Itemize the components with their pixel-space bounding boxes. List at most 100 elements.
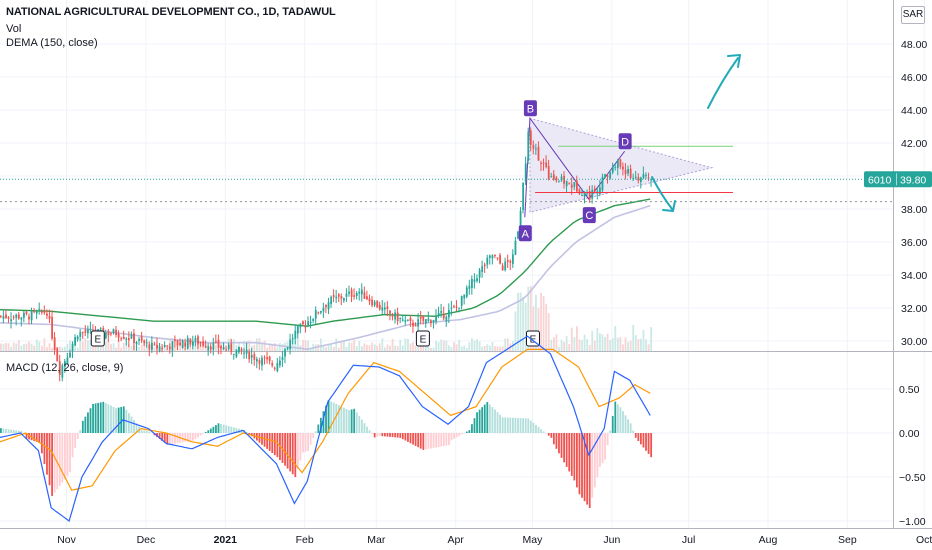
- volume-bar: [576, 326, 578, 351]
- candle-body: [576, 180, 578, 192]
- macd-histogram-bar: [450, 433, 453, 441]
- macd-histogram-bar: [212, 426, 215, 433]
- candle-body: [217, 339, 220, 348]
- candle-body: [248, 351, 251, 360]
- macd-histogram-bar: [499, 414, 501, 433]
- candle-body: [478, 269, 481, 278]
- volume-bar: [84, 338, 87, 351]
- volume-bar: [61, 347, 64, 351]
- candle-body: [81, 332, 84, 334]
- macd-histogram-bar: [71, 433, 74, 458]
- macd-histogram-bar: [302, 433, 304, 453]
- macd-tick-label: −0.50: [899, 472, 926, 484]
- candle-body: [325, 304, 327, 308]
- volume-bar: [540, 292, 542, 351]
- macd-histogram-bar: [616, 404, 619, 433]
- candle-body: [307, 321, 309, 327]
- volume-bar: [307, 340, 309, 351]
- candle-body: [266, 357, 269, 360]
- volume-bar: [281, 343, 284, 351]
- candle-body: [401, 319, 404, 321]
- candle-body: [58, 361, 61, 376]
- macd-line: [0, 335, 651, 523]
- signal-line: [0, 348, 651, 491]
- macd-histogram-bar: [424, 433, 427, 450]
- candle-body: [440, 310, 443, 314]
- candle-body: [110, 333, 112, 335]
- candle-body: [296, 326, 299, 334]
- candle-body: [74, 336, 77, 346]
- macd-histogram-bar: [51, 433, 53, 496]
- macd-histogram-bar: [396, 433, 399, 438]
- volume-bar: [542, 295, 545, 351]
- volume-bar: [363, 343, 366, 351]
- macd-histogram-bar: [286, 433, 289, 469]
- volume-bar: [189, 346, 192, 351]
- volume-bar: [97, 343, 100, 351]
- volume-bar: [453, 342, 455, 351]
- volume-bar: [99, 346, 102, 351]
- candle-body: [330, 296, 333, 305]
- macd-histogram-bar: [601, 433, 604, 464]
- time-tick-label: Nov: [57, 534, 76, 546]
- candle-body: [314, 310, 317, 319]
- macd-histogram-bar: [312, 433, 315, 438]
- volume-bar: [125, 343, 128, 351]
- down-arrow-head: [662, 200, 676, 212]
- candle-body: [117, 333, 120, 338]
- volume-bar: [455, 344, 458, 351]
- candle-body: [135, 342, 138, 345]
- volume-bar: [7, 343, 10, 351]
- candle-body: [593, 188, 596, 191]
- candle-body: [197, 336, 199, 345]
- volume-bar: [371, 342, 373, 351]
- candle-body: [171, 341, 174, 351]
- volume-bar: [350, 342, 353, 351]
- macd-histogram-bar: [348, 410, 350, 433]
- macd-histogram-bar: [309, 433, 312, 445]
- macd-histogram-bar: [355, 412, 358, 433]
- macd-histogram-bar: [440, 433, 443, 447]
- candle-body: [491, 255, 494, 259]
- candle-body: [611, 167, 614, 173]
- dema-legend[interactable]: DEMA (150, close): [6, 37, 98, 49]
- volume-legend[interactable]: Vol: [6, 23, 22, 35]
- macd-histogram-bar: [542, 431, 545, 433]
- candle-body: [371, 299, 373, 306]
- candle-body: [240, 349, 243, 351]
- candle-body: [143, 340, 146, 344]
- volume-bar: [399, 339, 402, 351]
- macd-histogram-bar: [120, 406, 123, 433]
- macd-histogram-bar: [135, 423, 138, 433]
- symbol-title[interactable]: NATIONAL AGRICULTURAL DEVELOPMENT CO., 1…: [6, 6, 336, 18]
- macd-tick-label: 0.00: [899, 428, 920, 440]
- macd-histogram-bar: [133, 419, 135, 433]
- macd-histogram-bar: [197, 433, 199, 438]
- price-tick-label: 38.00: [901, 204, 927, 216]
- candle-body: [555, 177, 558, 181]
- candle-body: [66, 357, 69, 365]
- volume-bar: [130, 345, 133, 351]
- volume-bar: [128, 344, 130, 351]
- macd-histogram-bar: [202, 433, 205, 434]
- time-tick-label: Sep: [838, 534, 857, 546]
- macd-histogram-bar: [381, 433, 384, 437]
- candle-body: [99, 328, 102, 330]
- volume-bar: [599, 333, 601, 351]
- volume-bar: [238, 342, 240, 351]
- macd-histogram-bar: [496, 412, 499, 433]
- volume-bar: [463, 345, 466, 351]
- candle-body: [573, 182, 576, 187]
- volume-bar: [506, 338, 509, 351]
- candle-body: [376, 301, 379, 308]
- volume-bar: [138, 346, 141, 351]
- volume-bar: [504, 338, 507, 351]
- volume-bar: [537, 308, 540, 351]
- candle-body: [591, 189, 594, 199]
- macd-legend[interactable]: MACD (12, 26, close, 9): [6, 362, 124, 374]
- macd-histogram-bar: [614, 401, 617, 433]
- currency-badge[interactable]: SAR: [901, 6, 925, 24]
- macd-histogram-bar: [368, 430, 371, 433]
- candle-body: [622, 166, 624, 170]
